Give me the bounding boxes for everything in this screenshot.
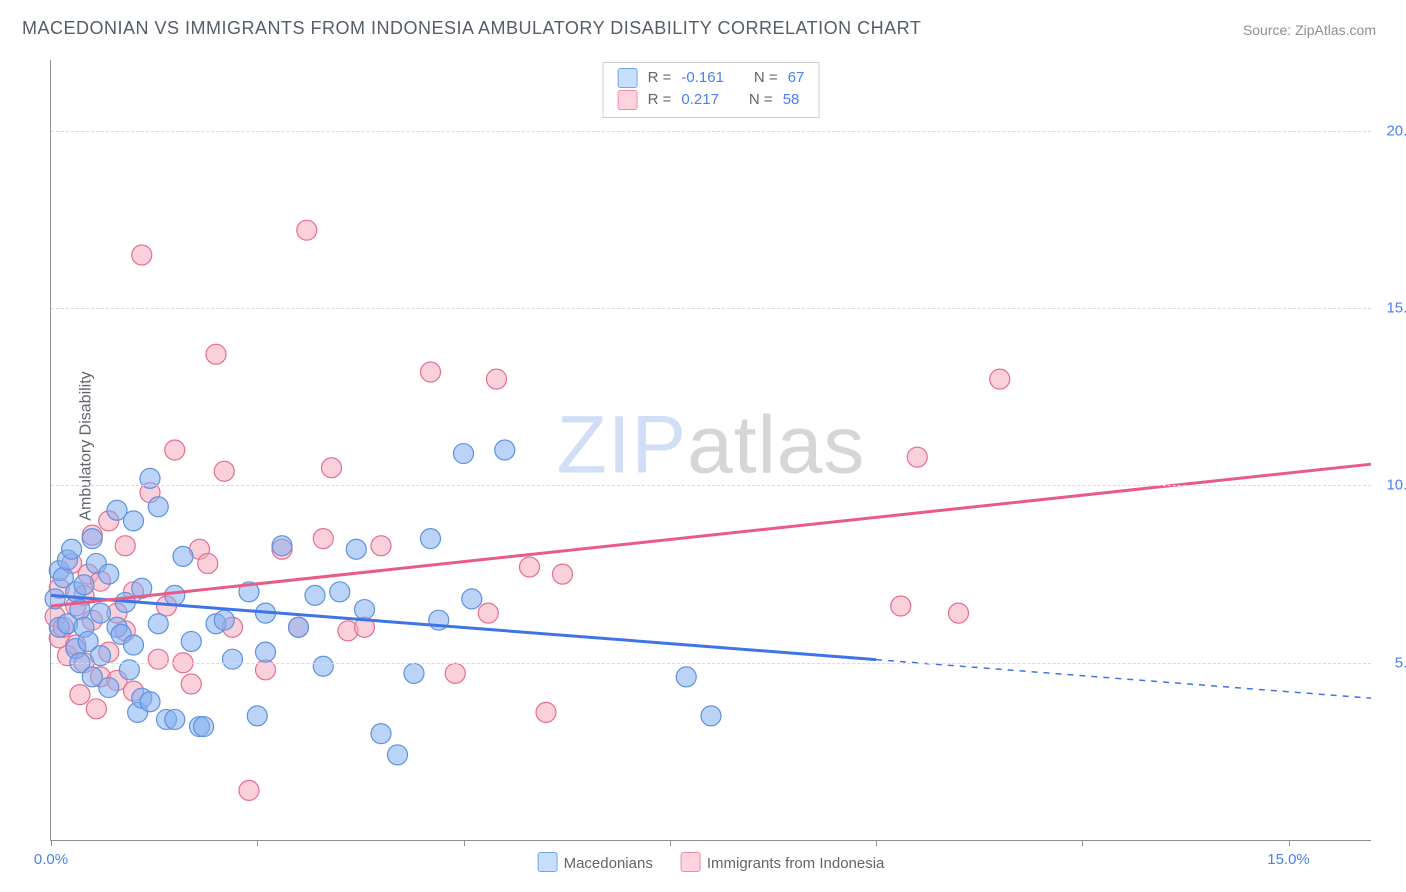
plot-area: ZIPatlas R =-0.161N =67R =0.217N =58 Mac… — [50, 60, 1371, 841]
x-tick — [670, 840, 671, 846]
r-value: 0.217 — [681, 89, 719, 111]
x-tick-label: 0.0% — [34, 851, 68, 868]
r-value: -0.161 — [681, 67, 724, 89]
x-tick — [464, 840, 465, 846]
legend-swatch — [681, 852, 701, 872]
regression-line — [51, 595, 876, 659]
gridline-h — [51, 485, 1371, 486]
legend-label: Immigrants from Indonesia — [707, 855, 885, 872]
regression-layer — [51, 60, 1371, 840]
legend: Macedonians Immigrants from Indonesia — [538, 852, 885, 872]
r-label: R = — [648, 89, 672, 111]
legend-swatch — [618, 68, 638, 88]
info-row: R = -0.161 N = 67 — [618, 67, 805, 89]
x-tick — [1082, 840, 1083, 846]
legend-swatch — [618, 90, 638, 110]
legend-item: Immigrants from Indonesia — [681, 852, 885, 872]
n-label: N = — [754, 67, 778, 89]
legend-label: Macedonians — [564, 855, 653, 872]
legend-item: Macedonians — [538, 852, 653, 872]
x-tick — [257, 840, 258, 846]
n-value: 58 — [783, 89, 800, 111]
gridline-h — [51, 308, 1371, 309]
r-label: R = — [648, 67, 672, 89]
x-tick — [51, 840, 52, 846]
info-row: R = 0.217 N = 58 — [618, 89, 805, 111]
x-tick — [1289, 840, 1290, 846]
chart-source: Source: ZipAtlas.com — [1243, 22, 1376, 38]
y-tick-label: 5.0% — [1395, 654, 1406, 671]
n-label: N = — [749, 89, 773, 111]
chart-title: MACEDONIAN VS IMMIGRANTS FROM INDONESIA … — [22, 18, 921, 39]
y-tick-label: 10.0% — [1386, 477, 1406, 494]
correlation-info-box: R =-0.161N =67R =0.217N =58 — [603, 62, 820, 118]
gridline-h — [51, 663, 1371, 664]
x-tick-label: 15.0% — [1267, 851, 1310, 868]
legend-swatch — [538, 852, 558, 872]
n-value: 67 — [788, 67, 805, 89]
regression-line-extrapolated — [876, 660, 1371, 699]
y-tick-label: 15.0% — [1386, 300, 1406, 317]
gridline-h — [51, 131, 1371, 132]
y-tick-label: 20.0% — [1386, 122, 1406, 139]
x-tick — [876, 840, 877, 846]
